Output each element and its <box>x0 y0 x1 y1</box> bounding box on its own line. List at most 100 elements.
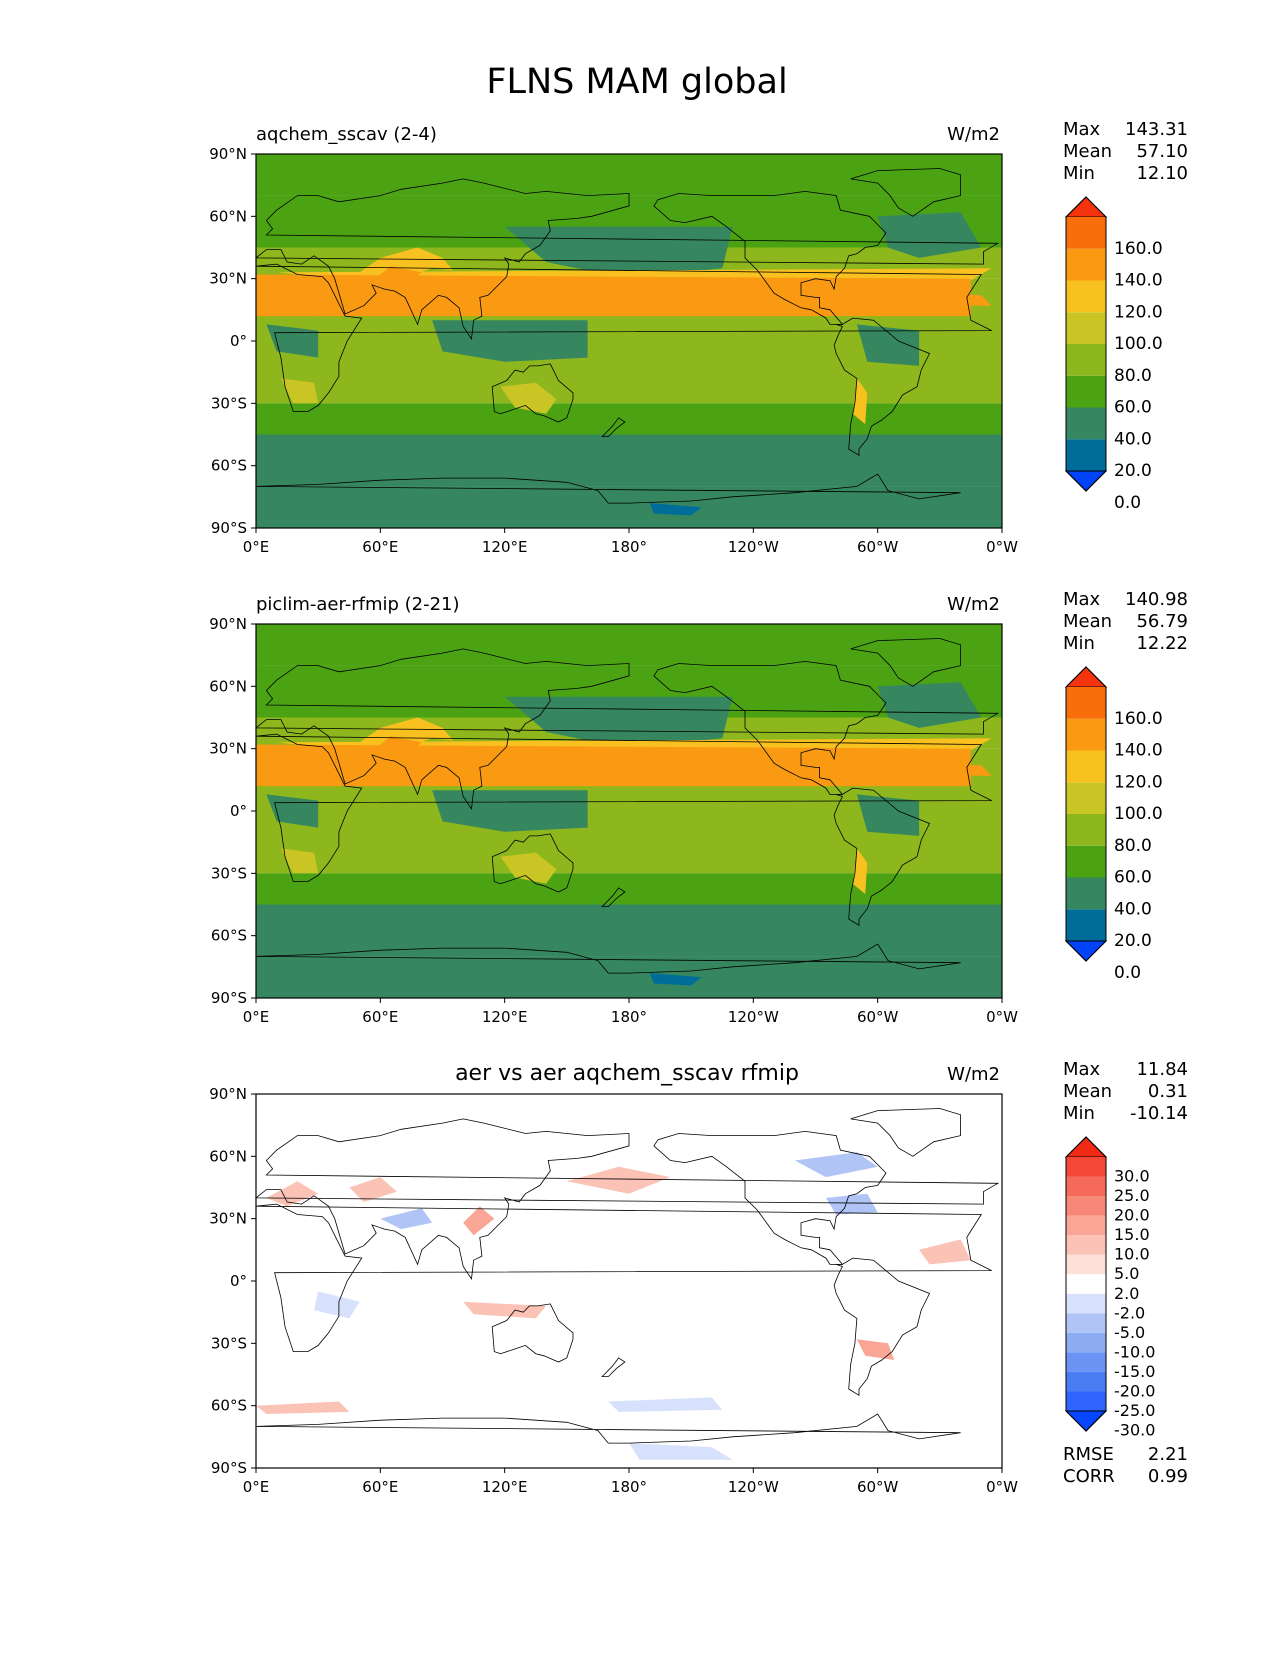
band-lat-90 <box>256 624 1002 666</box>
stat-value: 12.10 <box>1136 163 1188 184</box>
band-lat--45 <box>256 434 1002 487</box>
diff-region-2 <box>463 1206 495 1236</box>
anomaly-region-7 <box>256 274 971 317</box>
colorbar-tick-label: 100.0 <box>1114 804 1163 824</box>
stat-value: 11.84 <box>1136 1059 1188 1080</box>
colorbar-swatch <box>1066 687 1106 719</box>
colorbar-extend-min <box>1064 940 1108 962</box>
colorbar-tick-label: 10.0 <box>1114 1245 1150 1264</box>
colorbar-swatch <box>1066 718 1106 751</box>
x-tick-label: 120°W <box>728 1008 779 1026</box>
diff-region-10 <box>629 1443 733 1460</box>
y-tick-label: 90°N <box>209 1085 247 1103</box>
y-tick-label: 0° <box>230 802 247 820</box>
band-lat--70 <box>256 956 1002 998</box>
band-lat--30 <box>256 873 1002 905</box>
colorbar-tick-label: 20.0 <box>1114 461 1152 481</box>
colorbar-swatch <box>1066 877 1106 910</box>
colorbar-swatch <box>1066 407 1106 440</box>
y-tick-label: 90°N <box>209 615 247 633</box>
natl-low <box>877 682 982 728</box>
colorbar-tick-label: 120.0 <box>1114 302 1163 322</box>
colorbar-swatch <box>1066 782 1106 814</box>
band-lat-90 <box>256 154 1002 196</box>
x-tick-label: 60°E <box>362 1008 398 1026</box>
panel-3-title: aer vs aer aqchem_sscav rfmip <box>455 1061 799 1086</box>
land-outline-antarctica <box>255 473 961 528</box>
panel-3-metrics: RMSE 2.21 CORR 0.99 <box>1063 1444 1188 1487</box>
figure-title: FLNS MAM global <box>486 62 787 102</box>
panel-2-title: piclim-aer-rfmip (2-21) <box>256 594 460 615</box>
panel-1-xticks: 0°E 60°E 120°E 180° 120°W 60°W 0°W <box>243 528 1018 556</box>
y-tick-label: 90°S <box>211 989 247 1007</box>
maritime-continent <box>432 320 588 362</box>
stat-label: Max <box>1063 119 1101 140</box>
x-tick-label: 120°E <box>482 1008 528 1026</box>
land-outline-africa <box>255 733 992 882</box>
diff-region-5 <box>825 1193 878 1215</box>
x-tick-label: 60°W <box>857 1008 899 1026</box>
anomaly-region-5 <box>852 848 868 895</box>
band-lat--45 <box>256 904 1002 957</box>
land-outline-eurasia <box>254 648 1000 811</box>
land-outline-southamerica <box>833 787 931 927</box>
panel-1: aqchem_sscav (2-4) W/m2 0°E 60°E 120°E 180°… <box>209 119 1188 556</box>
y-tick-label: 60°S <box>211 1397 247 1415</box>
colorbar-tick-label: -5.0 <box>1114 1323 1145 1342</box>
anomaly-region-7 <box>256 744 971 787</box>
x-tick-label: 0°E <box>243 1008 270 1026</box>
anomaly-region-4 <box>500 382 557 414</box>
diff-region-8 <box>314 1291 360 1319</box>
diff-region-13 <box>463 1301 547 1319</box>
colorbar-swatch <box>1066 1254 1106 1275</box>
panel-1-title: aqchem_sscav (2-4) <box>256 124 437 145</box>
stat-value: 140.98 <box>1125 589 1188 610</box>
x-tick-label: 0°E <box>243 538 270 556</box>
diff-region-7 <box>919 1239 971 1265</box>
band-lat--70 <box>256 486 1002 528</box>
x-tick-label: 120°W <box>728 1478 779 1496</box>
colorbar-swatch <box>1066 1196 1106 1216</box>
anomaly-region-5 <box>852 378 868 425</box>
colorbar-tick-label: 160.0 <box>1114 709 1163 729</box>
y-tick-label: 90°S <box>211 1459 247 1477</box>
colorbar-swatch <box>1066 439 1106 471</box>
land-outline-southamerica <box>833 317 931 457</box>
band-lat--30 <box>256 403 1002 435</box>
colorbar-swatch <box>1066 1274 1106 1294</box>
land-outline-northamerica <box>653 660 887 795</box>
colorbar-swatch <box>1066 280 1106 313</box>
y-tick-label: 0° <box>230 332 247 350</box>
panel-2-yticks: 90°N 60°N 30°N 0° 30°S 60°S 90°S <box>209 615 256 1007</box>
colorbar-swatch <box>1066 1371 1106 1392</box>
diff-region-9 <box>608 1397 723 1412</box>
land-outline-africa <box>255 1203 992 1352</box>
colorbar-swatch <box>1066 375 1106 408</box>
x-tick-label: 60°E <box>362 538 398 556</box>
colorbar-tick-label: -30.0 <box>1114 1421 1155 1440</box>
land-outline-greenland <box>850 1108 961 1157</box>
diff-region-0 <box>266 1181 319 1207</box>
diff-region-6 <box>380 1208 433 1230</box>
x-tick-label: 120°W <box>728 538 779 556</box>
land-outline-northamerica <box>653 1130 887 1265</box>
land-outline-antarctica <box>255 943 961 998</box>
stat-value: 56.79 <box>1136 611 1188 632</box>
maritime-continent <box>432 790 588 832</box>
colorbar-swatch <box>1066 814 1106 846</box>
panel-2-units: W/m2 <box>947 594 1000 615</box>
colorbar-tick-label: 100.0 <box>1114 334 1163 354</box>
colorbar-swatch <box>1066 1235 1106 1255</box>
colorbar-outline <box>1065 1136 1107 1432</box>
colorbar-extend-min <box>1064 470 1108 492</box>
colorbar-swatch <box>1066 217 1106 249</box>
colorbar-tick-label: 60.0 <box>1114 868 1152 888</box>
colorbar-tick-label: -10.0 <box>1114 1342 1155 1361</box>
y-tick-label: 30°N <box>209 1210 247 1228</box>
x-tick-label: 0°W <box>986 538 1018 556</box>
x-tick-label: 0°W <box>986 1008 1018 1026</box>
stat-label: Min <box>1063 163 1095 184</box>
colorbar-tick-label: 2.0 <box>1114 1284 1139 1303</box>
colorbar-extend-max <box>1064 196 1108 218</box>
colorbar-swatch <box>1066 312 1106 344</box>
